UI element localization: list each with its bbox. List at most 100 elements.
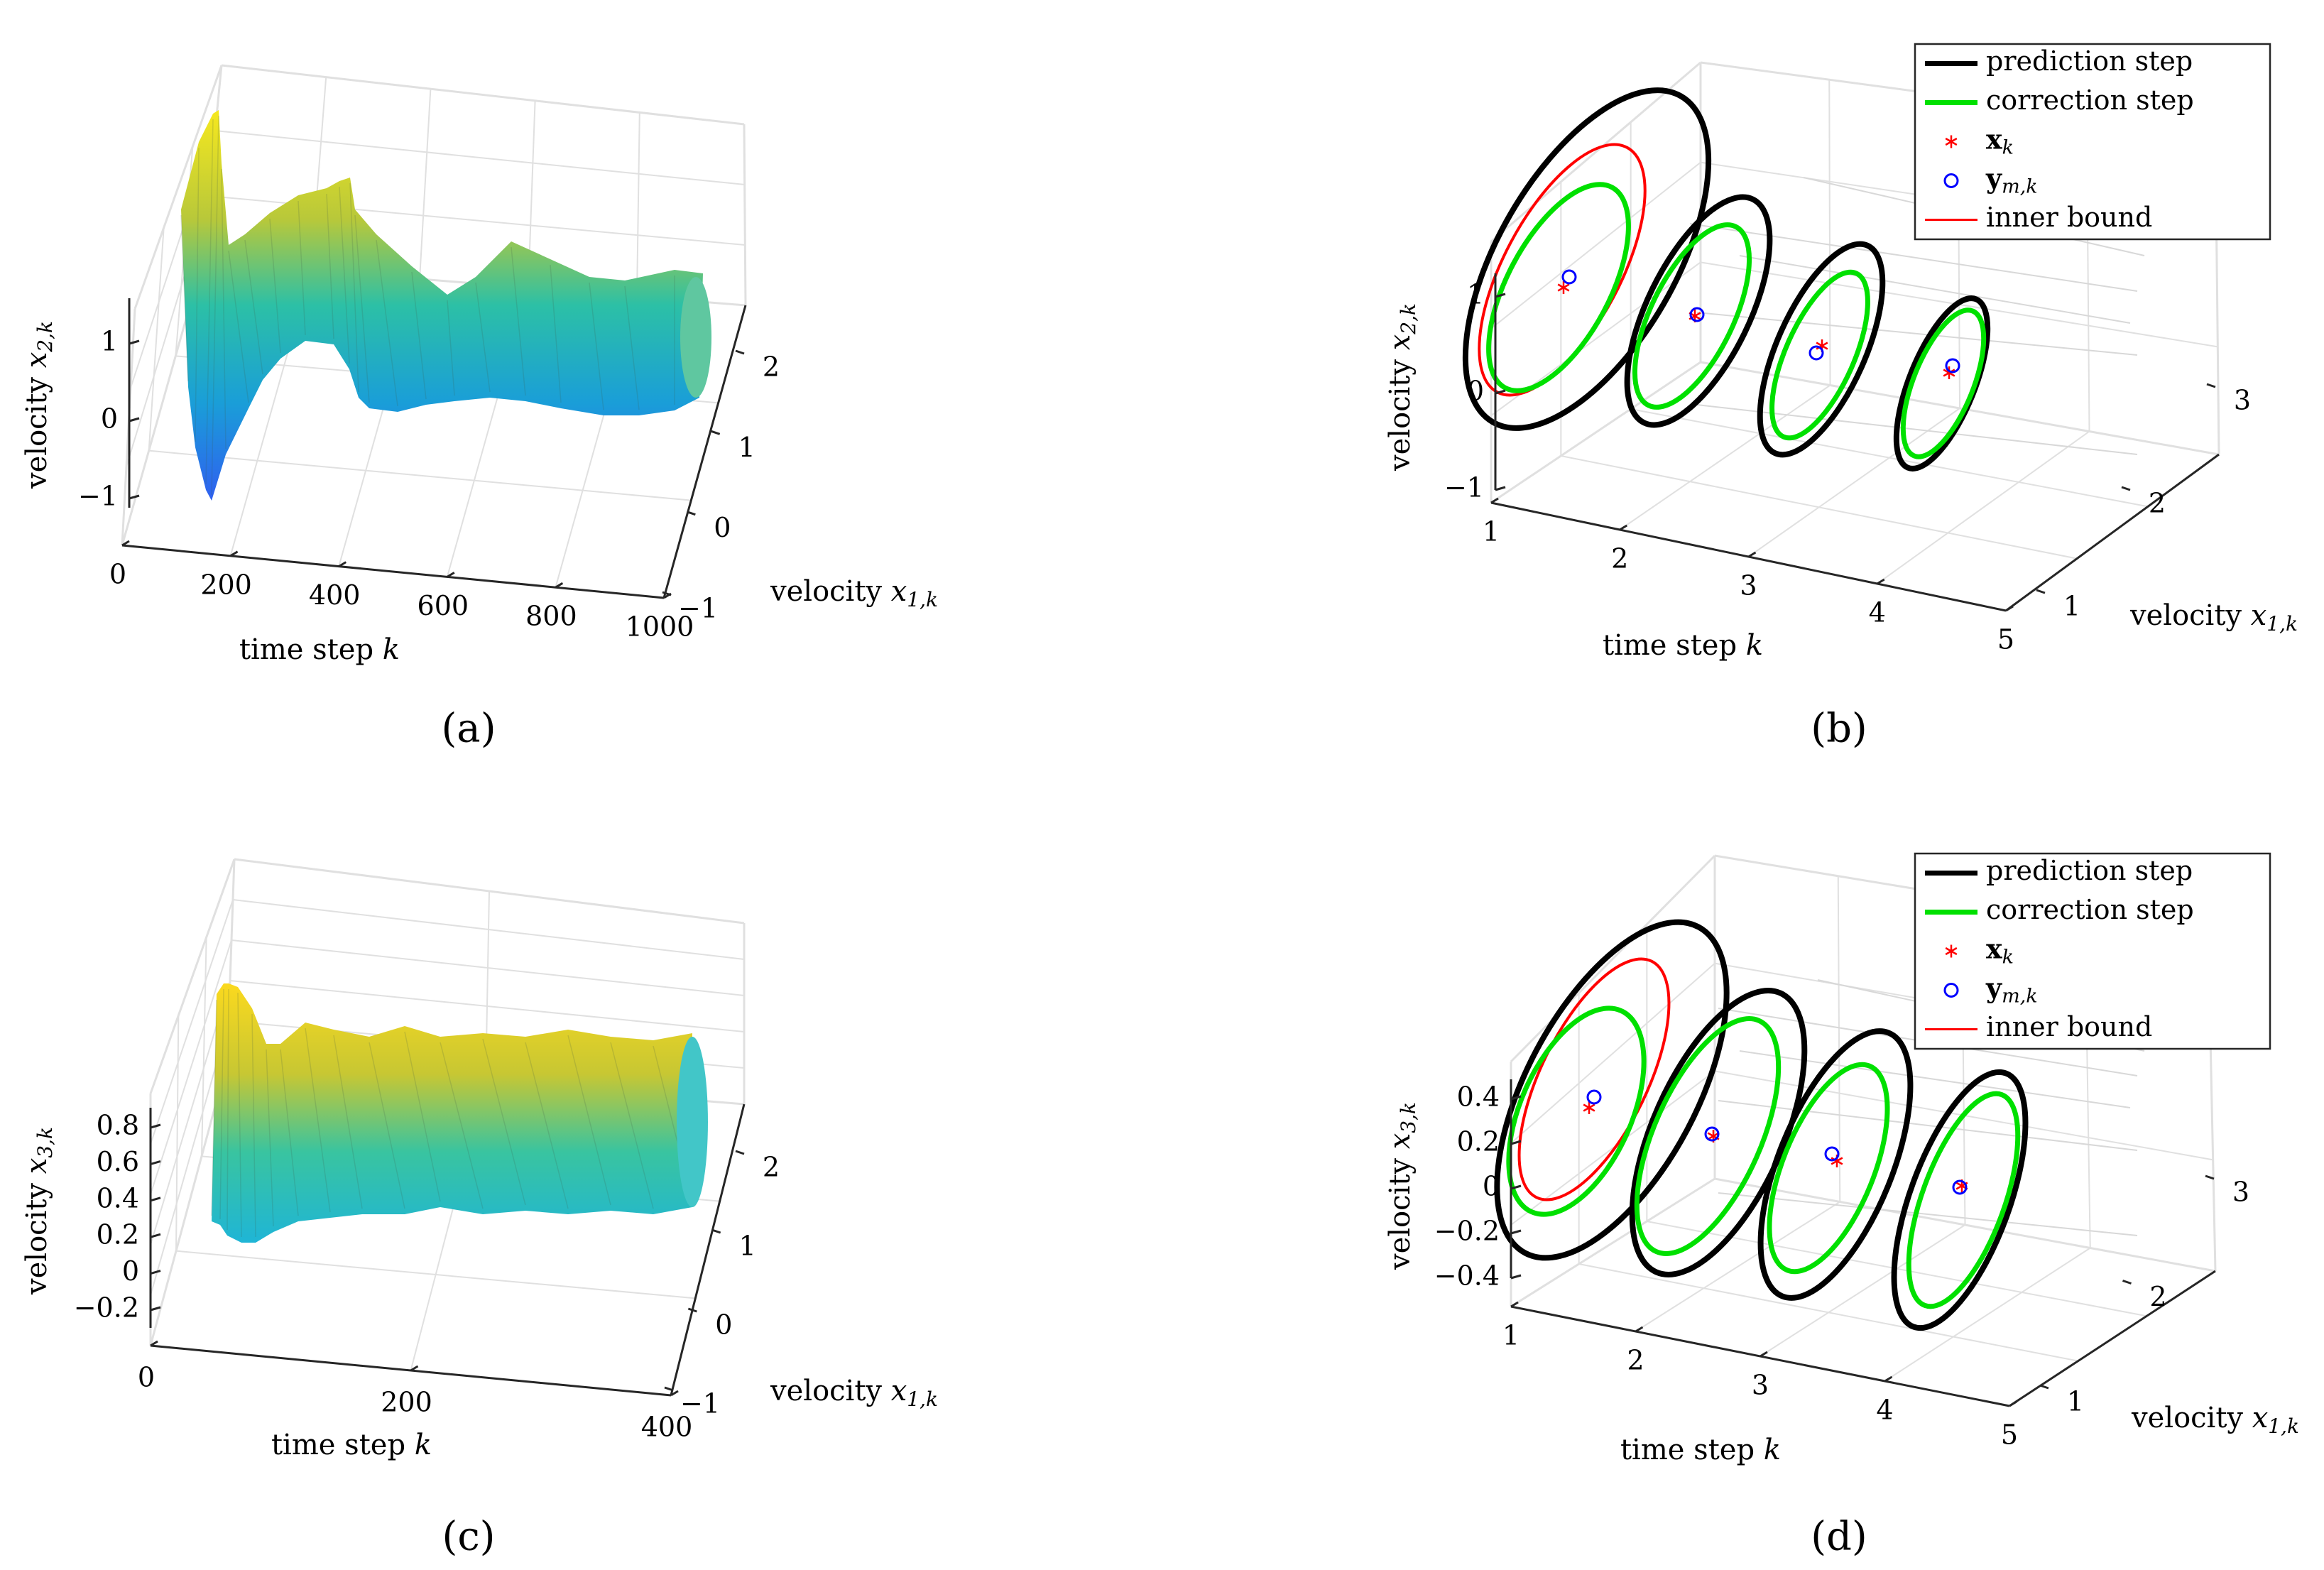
panel-d-x-tick-label: 1 <box>1502 1320 1520 1351</box>
panel-d-x-tick <box>2009 1400 2017 1407</box>
panel-c-surface-ridge <box>266 1049 274 1227</box>
panel-b-panel-label: (b) <box>1811 706 1867 752</box>
panel-a-y-tick <box>686 511 696 516</box>
panel-b-tube-line <box>1739 255 2131 324</box>
panel-d-z-tick <box>1510 1274 1522 1280</box>
panel-d-z-tick-label: −0.4 <box>1434 1260 1500 1292</box>
panel-a-surface-ridge <box>354 214 370 403</box>
panel-a-x-tick <box>447 572 455 578</box>
panel-b-state-marker-stroke <box>1557 283 1570 292</box>
panel-c-x-tick-label: 400 <box>641 1412 693 1443</box>
panel-c-y-tick-label: 2 <box>763 1152 780 1183</box>
panel-b-legend-label: inner bound <box>1986 202 2152 233</box>
panel-d-floor-gridline <box>1760 1224 1966 1357</box>
panel-d-prediction-ellipse-1 <box>1494 919 1730 1261</box>
panel-a-box-edge <box>221 64 745 126</box>
panel-a-surface-ridge <box>550 264 562 403</box>
panel-b-z-tick <box>1495 293 1506 298</box>
panel-c-surface-ridge <box>333 1035 363 1209</box>
panel-a-y-tick-label: 1 <box>738 432 755 463</box>
panel-b-y-tick-label: 2 <box>2149 488 2166 519</box>
panel-d-legend-label: prediction step <box>1986 855 2193 886</box>
panel-b-legend-swatch <box>1943 173 1959 188</box>
panel-a-z-label: velocity x2,k <box>21 321 57 489</box>
panel-c-floor-gridline <box>175 1250 696 1299</box>
panel-c-surface-ridge <box>482 1038 526 1206</box>
panel-d-y-tick <box>2039 1384 2049 1390</box>
panel-a-surface-ridge <box>376 239 398 407</box>
panel-d-prediction-ellipse-3 <box>1757 1028 1914 1301</box>
panel-c-gridline <box>201 937 207 1157</box>
panel-c-gridline <box>150 939 232 1195</box>
panel-a-surface-ridge <box>205 119 214 485</box>
panel-a-y-tick-label: 0 <box>714 512 731 543</box>
panel-a-surface-ridge <box>349 182 359 393</box>
panel-b-z-label: velocity x2,k <box>1384 303 1420 471</box>
panel-a-x-tick-label: 400 <box>309 579 361 611</box>
panel-a-box-edge <box>133 65 223 310</box>
panel-c-z-tick <box>150 1160 161 1165</box>
panel-b-measurement-marker <box>1809 345 1824 361</box>
panel-d-y-tick <box>2205 1174 2215 1180</box>
panel-c-x-tick <box>410 1365 419 1372</box>
panel-a-x-tick-label: 600 <box>418 590 469 621</box>
panel-d-x-tick <box>1760 1351 1768 1358</box>
panel-a-floor-gridline <box>148 449 692 501</box>
panel-c-surface-ridge <box>305 1027 331 1213</box>
panel-d-y-tick-label: 3 <box>2232 1177 2249 1208</box>
panel-a-y-tick-label: 2 <box>763 351 780 383</box>
panel-a-x-tick-label: 800 <box>525 601 577 632</box>
panel-b-z-tick <box>1495 486 1506 491</box>
panel-b-x-tick-label: 4 <box>1869 597 1886 628</box>
panel-c-x-label: time step k <box>271 1429 432 1461</box>
panel-c-y-tick <box>735 1150 745 1155</box>
panel-d-legend-swatch <box>1943 983 1959 998</box>
panel-d-z-tick-label: 0.4 <box>1457 1081 1500 1113</box>
panel-d-z-tick <box>1510 1229 1522 1235</box>
panel-d-z-tick <box>1510 1140 1522 1145</box>
panel-d-measurement-marker <box>1704 1126 1720 1142</box>
panel-a-surface-ridge <box>339 186 350 364</box>
panel-a-x-tick-label: 200 <box>200 569 252 600</box>
panel-b-x-label: time step k <box>1603 629 1763 662</box>
panel-c-surface-ridge <box>525 1042 569 1209</box>
panel-c: 0 200 400−1 0 1 2 −0.2 0 0.2 0.4 0.6 0.8 time step k… <box>21 858 938 1560</box>
panel-d-measurement-marker <box>1586 1089 1602 1105</box>
panel-a-x-tick-label: 0 <box>109 559 126 590</box>
panel-b-x-tick <box>1747 551 1757 558</box>
panel-d-state-marker-stroke <box>1707 1132 1720 1140</box>
panel-d-tube-line <box>1718 1192 2138 1236</box>
panel-b-legend-label: ym,k <box>1985 162 2038 197</box>
panel-d-box-edge <box>1510 854 1716 1063</box>
panel-a-z-tick-label: −1 <box>78 481 118 512</box>
panel-b-legend-label: correction step <box>1986 85 2194 116</box>
panel-b-x-tick <box>1876 578 1885 585</box>
panel-c-surface <box>212 983 692 1243</box>
panel-d-z-tick <box>1510 1095 1522 1101</box>
panel-d-box-edge <box>1510 1177 1715 1308</box>
panel-b-legend-swatch <box>1945 135 1958 148</box>
panel-a-surface-ridge <box>269 218 281 354</box>
panel-a-surface-ridge <box>195 147 200 442</box>
panel-d-floor-gridline <box>1578 1263 2078 1362</box>
panel-d-x-tick <box>1510 1301 1519 1308</box>
panel-c-gridline <box>232 899 745 960</box>
panel-c-z-tick <box>150 1233 161 1238</box>
panel-a-z-tick <box>129 339 140 345</box>
panel-d-y-axis <box>2009 1270 2216 1407</box>
panel-d-legend-label: inner bound <box>1986 1011 2152 1042</box>
panel-b-y-tick <box>2121 486 2131 491</box>
panel-b-correction-ellipse-4 <box>1900 307 1987 459</box>
panel-b-x-tick-label: 3 <box>1740 570 1757 601</box>
panel-a-surface-ridge <box>511 246 526 396</box>
panel-d: 1 2 3 4 5 1 2 3 −0.4 −0.2 0 0.2 0.4 time step k veloci… <box>1384 852 2299 1560</box>
panel-a-panel-label: (a) <box>441 706 496 752</box>
panel-b-correction-ellipse-2 <box>1632 222 1752 410</box>
panel-c-z-tick <box>150 1123 161 1129</box>
panel-d-correction-ellipse-1 <box>1506 1005 1647 1217</box>
panel-b-state-marker-stroke <box>1943 369 1955 377</box>
panel-c-surface-ridge <box>280 1049 299 1216</box>
panel-c-x-tick <box>150 1340 158 1347</box>
panel-c-surface-ridge <box>211 999 217 1216</box>
